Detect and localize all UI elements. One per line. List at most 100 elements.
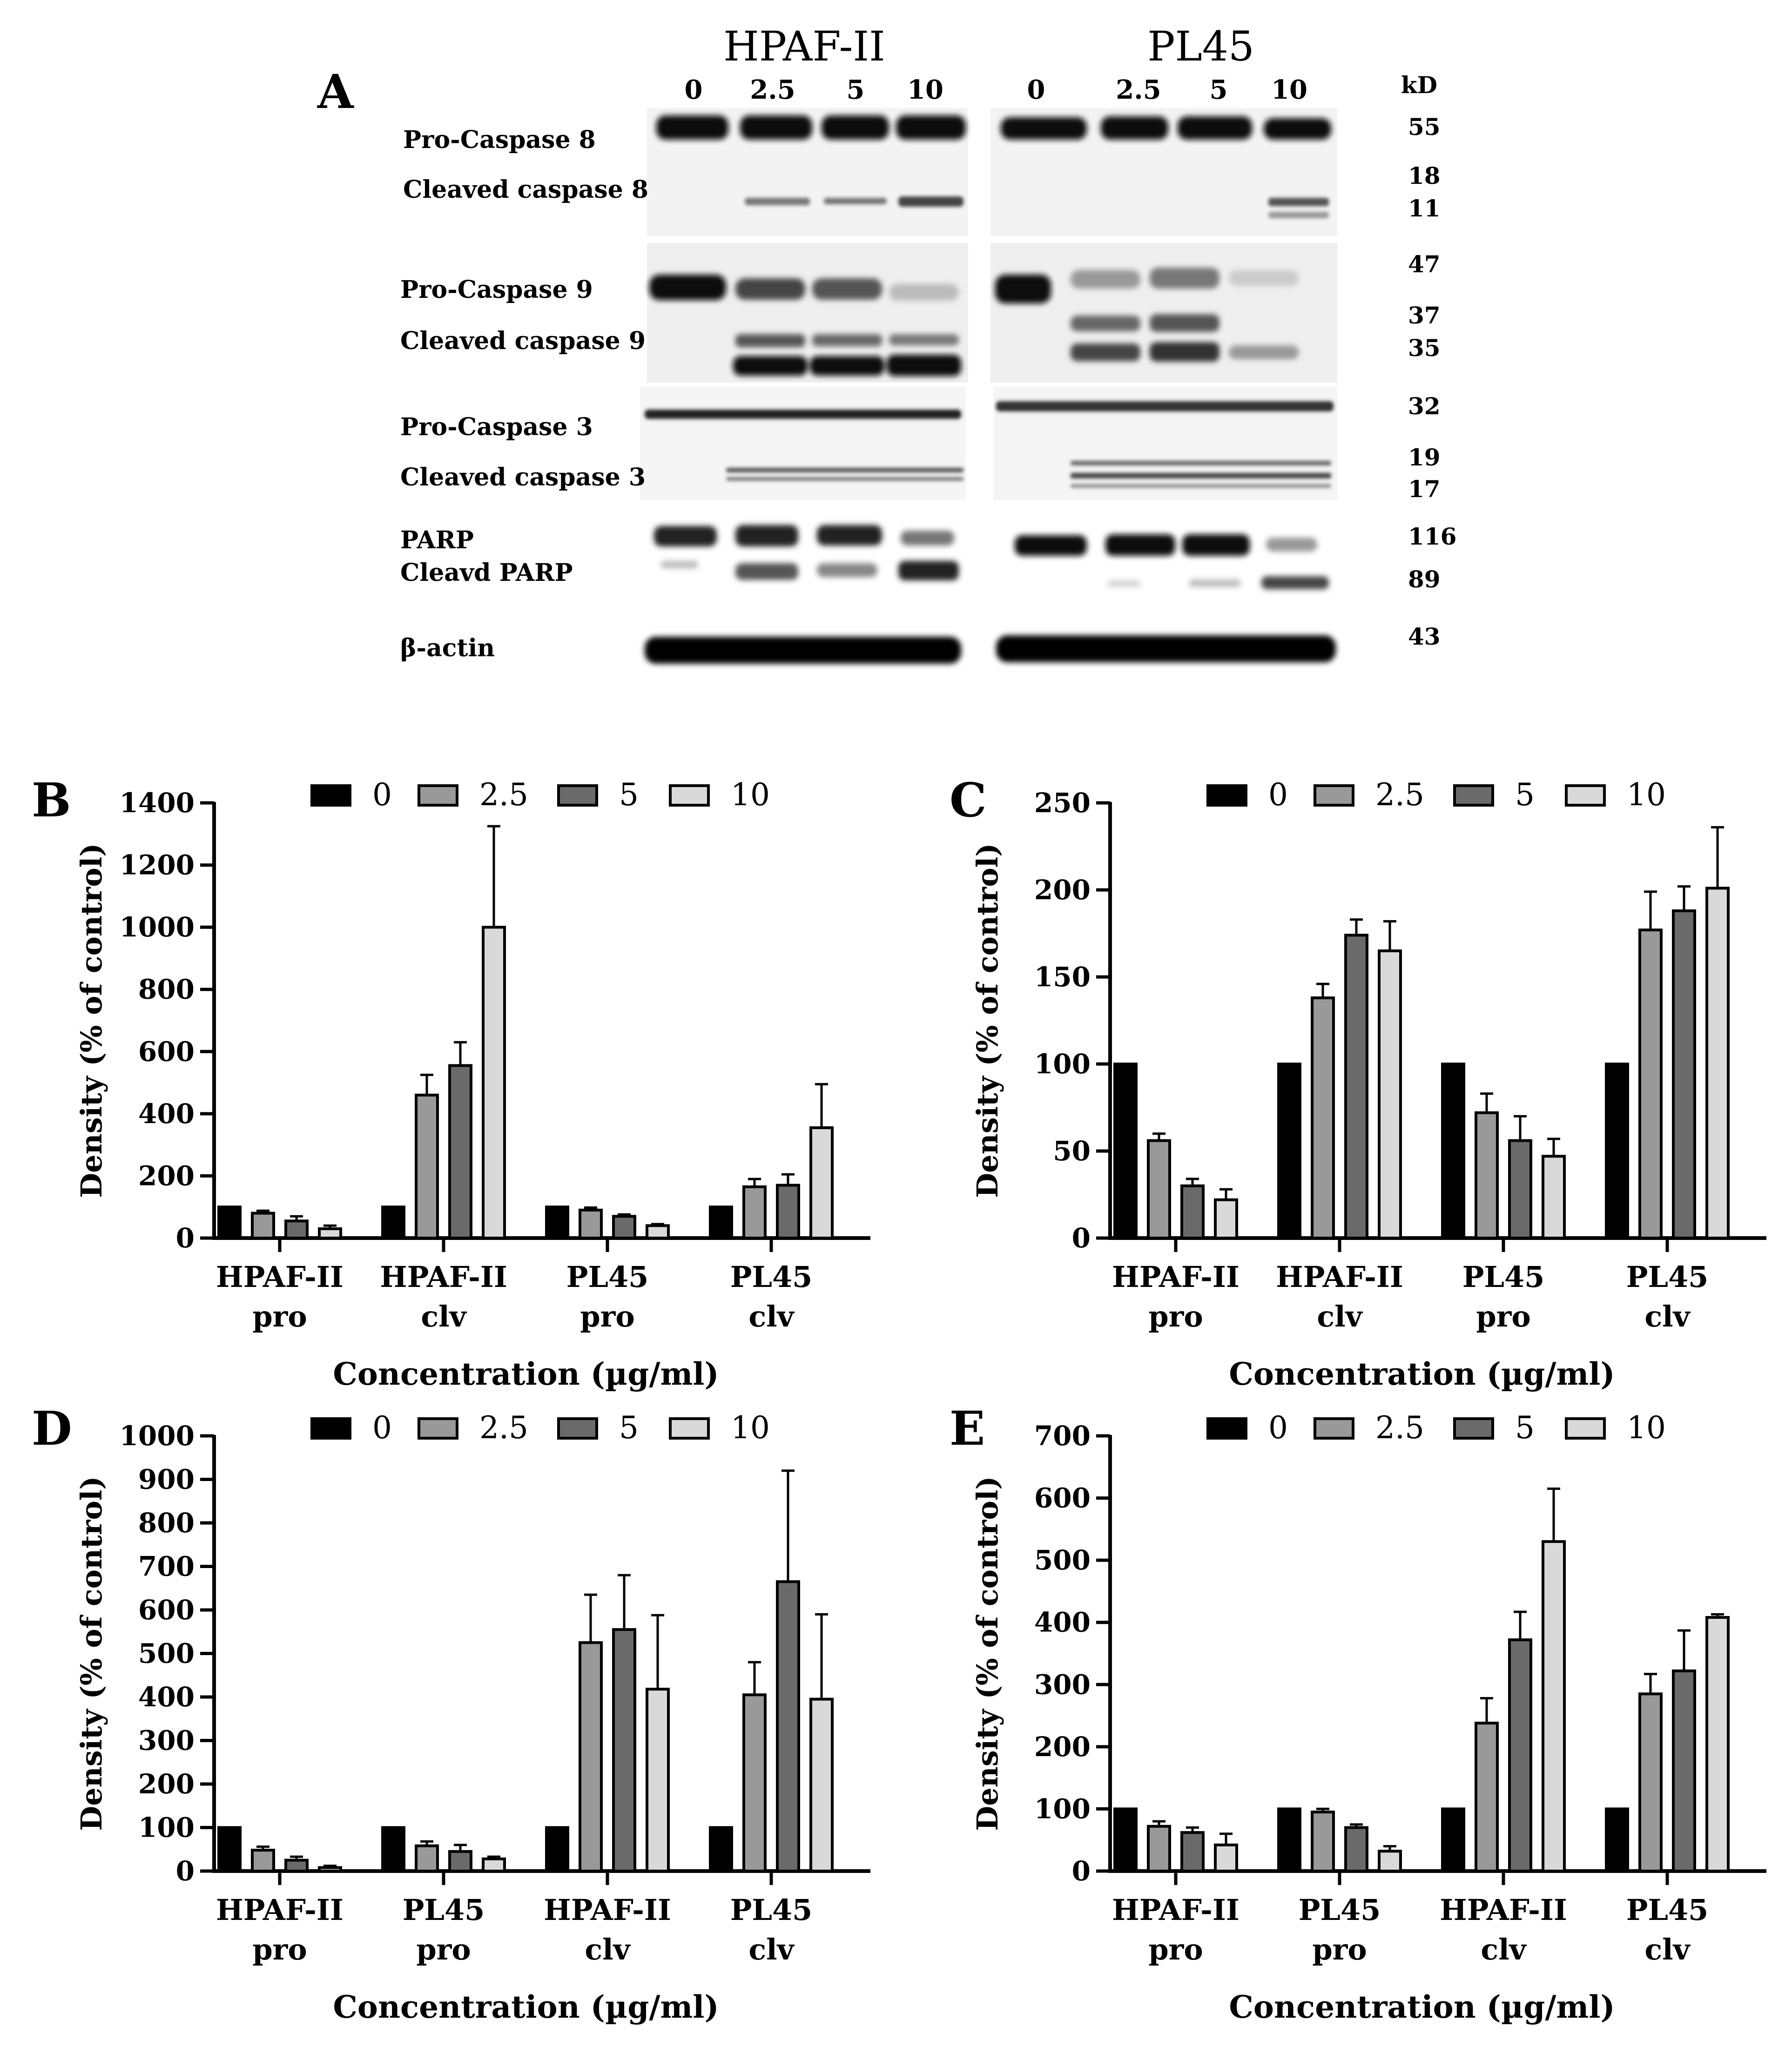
bar (1605, 1807, 1629, 1873)
legend-swatch (1565, 784, 1606, 807)
legend-swatch (310, 784, 351, 807)
y-tick-label: 1200 (120, 849, 195, 881)
legend-swatch (310, 1417, 351, 1440)
y-tick-label: 200 (138, 1160, 195, 1192)
bar (1441, 1807, 1465, 1873)
conc-hpaf-2.5: 2.5 (750, 74, 795, 105)
bar (251, 1212, 275, 1239)
bar (1672, 1669, 1696, 1873)
y-tick-label: 0 (176, 1222, 195, 1254)
legend-label: 0 (372, 777, 392, 813)
kd-17: 17 (1408, 475, 1441, 503)
legend-label: 2.5 (479, 777, 528, 813)
y-tick-label: 500 (138, 1638, 195, 1670)
conc-pl45-0: 0 (1027, 74, 1045, 105)
y-tick-label: 300 (1034, 1669, 1091, 1700)
y-tick-label: 0 (176, 1855, 195, 1887)
panel-a-letter: A (317, 64, 354, 119)
bar (381, 1205, 405, 1240)
bar (1475, 1722, 1499, 1872)
kd-43: 43 (1408, 623, 1441, 650)
kd-header: kD (1401, 71, 1437, 99)
bar (1605, 1063, 1629, 1239)
bar (545, 1205, 569, 1240)
x-axis-label: Concentration (µg/ml) (333, 1356, 719, 1392)
bar (1344, 934, 1368, 1239)
bar (1214, 1198, 1238, 1239)
bar (646, 1224, 670, 1239)
bar (612, 1215, 636, 1239)
legend-swatch (418, 784, 458, 807)
bar (646, 1688, 670, 1872)
x-tick-label-line1: HPAF-II (544, 1893, 671, 1927)
bar (1508, 1139, 1532, 1239)
bar (482, 1857, 506, 1873)
bar (1277, 1807, 1301, 1873)
panel-d-letter: D (32, 1401, 72, 1456)
x-tick-label-line2: pro (416, 1933, 471, 1966)
legend-label: 2.5 (1375, 777, 1424, 813)
x-tick-label-line2: clv (1481, 1933, 1527, 1966)
x-tick-label-line2: clv (748, 1933, 795, 1966)
bar (776, 1184, 800, 1240)
kd-11: 11 (1408, 195, 1441, 222)
bar (448, 1064, 472, 1239)
bar (381, 1826, 405, 1872)
blot-label-pro-casp8: Pro-Caspase 8 (403, 126, 596, 154)
y-tick-label: 500 (1034, 1544, 1091, 1576)
x-tick-label-line1: PL45 (1626, 1260, 1709, 1294)
legend-label: 5 (1515, 777, 1535, 813)
legend-swatch (669, 784, 710, 807)
blot-label-clv-casp8: Cleaved caspase 8 (403, 175, 648, 204)
y-tick-label: 800 (138, 1507, 195, 1539)
y-tick-label: 400 (138, 1098, 195, 1130)
legend-label: 10 (1627, 777, 1666, 813)
x-tick-label-line2: clv (1644, 1933, 1691, 1966)
bar (1378, 1850, 1402, 1872)
bar (776, 1580, 800, 1873)
bar (1113, 1063, 1138, 1239)
legend-label: 2.5 (1375, 1410, 1424, 1446)
kd-35: 35 (1408, 334, 1441, 362)
y-axis-label: Density (% of control) (970, 843, 1004, 1198)
blot-label-pro-casp3: Pro-Caspase 3 (400, 413, 593, 441)
x-axis-label: Concentration (µg/ml) (333, 1989, 719, 2025)
bar (709, 1205, 733, 1240)
panel-c-letter: C (950, 773, 987, 828)
panel-e-letter: E (950, 1401, 985, 1456)
bar (217, 1826, 242, 1872)
x-tick-label-line2: pro (580, 1300, 634, 1333)
chart-b: 0 200 400 600 800 1000 1200 1400 Density (% of c… (74, 777, 870, 1392)
bar (1344, 1826, 1368, 1872)
x-tick-label-line1: PL45 (1626, 1893, 1709, 1927)
x-tick-label-line1: PL45 (1462, 1260, 1545, 1294)
kd-89: 89 (1408, 566, 1441, 593)
y-tick-label: 50 (1053, 1135, 1091, 1167)
bar (1311, 1811, 1335, 1872)
bar (1638, 929, 1663, 1239)
y-axis-label: Density (% of control) (970, 1476, 1004, 1831)
bar (709, 1826, 733, 1872)
conc-hpaf-10: 10 (907, 74, 943, 105)
chart-d: 01002003004005006007008009001000Density … (74, 1410, 870, 2025)
bar (1542, 1155, 1566, 1239)
x-tick-label-line2: pro (252, 1933, 307, 1966)
x-tick-label-line2: clv (421, 1300, 467, 1333)
kd-19: 19 (1408, 444, 1441, 471)
bar (742, 1185, 767, 1240)
bar (1180, 1831, 1205, 1873)
bar (251, 1849, 275, 1872)
kd-55: 55 (1408, 113, 1441, 141)
x-tick-label-line1: PL45 (566, 1260, 649, 1294)
blot-label-actin: β-actin (400, 634, 495, 662)
bar (1378, 949, 1402, 1239)
x-tick-label-line1: HPAF-II (1276, 1260, 1403, 1294)
y-tick-label: 100 (1034, 1793, 1091, 1825)
bar (1705, 1616, 1730, 1872)
x-tick-label-line1: HPAF-II (380, 1260, 507, 1294)
blot-label-parp: PARP (400, 526, 474, 554)
bar (1672, 909, 1696, 1239)
bar (284, 1219, 309, 1240)
legend-label: 0 (1268, 777, 1288, 813)
y-tick-label: 300 (138, 1725, 195, 1757)
